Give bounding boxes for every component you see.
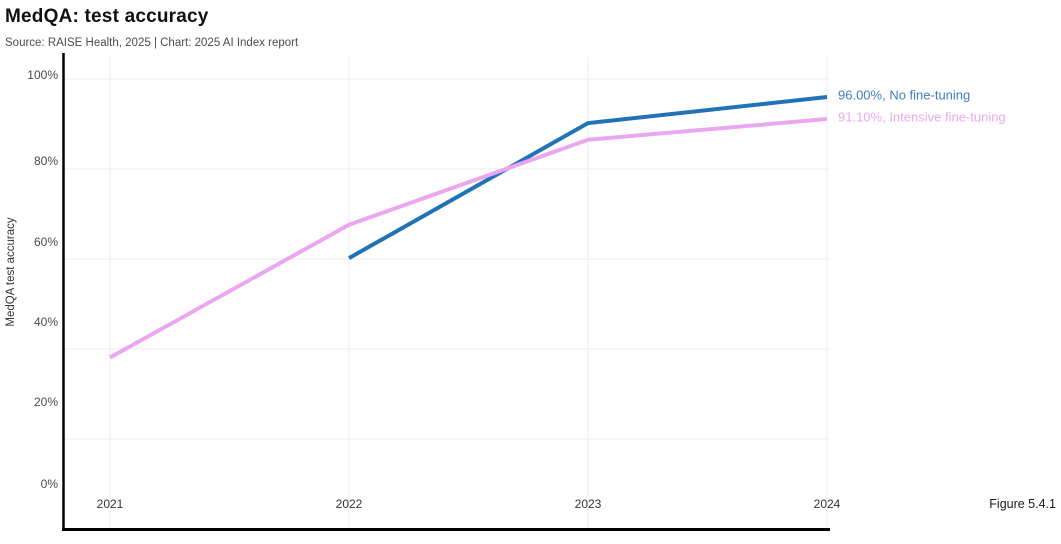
chart-source-note: Source: RAISE Health, 2025 | Chart: 2025… <box>5 37 299 49</box>
x-gridlines <box>109 57 828 529</box>
chart-title: MedQA: test accuracy <box>5 6 209 27</box>
y-tick-label: 20% <box>34 395 58 409</box>
y-gridlines <box>63 78 830 440</box>
x-tick-label: 2024 <box>814 497 841 511</box>
y-axis-title: MedQA test accuracy <box>5 217 17 327</box>
series-line-no-fine-tuning <box>348 95 828 260</box>
y-tick-labels: 0% 20% 40% 60% 80% 100% <box>27 68 58 491</box>
series-end-label-no-fine-tuning: 96.00%, No fine-tuning <box>838 88 970 103</box>
series-lines <box>109 95 828 360</box>
series-line-intensive-fine-tuning <box>109 117 828 360</box>
series-end-label-intensive-fine-tuning: 91.10%, Intensive fine-tuning <box>838 110 1006 125</box>
x-tick-labels: 2021 2022 2023 2024 <box>97 497 841 511</box>
figure-number-label: Figure 5.4.1 <box>989 497 1056 511</box>
x-tick-label: 2023 <box>575 497 602 511</box>
x-tick-label: 2022 <box>336 497 363 511</box>
y-tick-label: 0% <box>41 477 59 491</box>
y-tick-label: 80% <box>34 154 58 168</box>
y-tick-label: 100% <box>27 68 58 82</box>
axes <box>62 53 830 531</box>
x-tick-label: 2021 <box>97 497 124 511</box>
y-tick-label: 60% <box>34 235 58 249</box>
series-end-labels: 96.00%, No fine-tuning 91.10%, Intensive … <box>838 88 1006 125</box>
y-tick-label: 40% <box>34 315 58 329</box>
